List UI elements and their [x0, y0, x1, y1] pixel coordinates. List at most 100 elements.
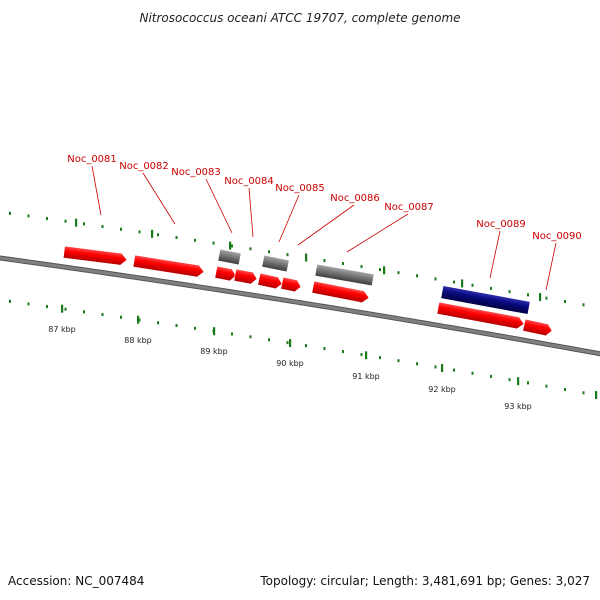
scale-tick-label: 91 kbp — [352, 372, 380, 381]
noc-0084-leader-line — [248, 187, 254, 238]
upper-row-minor-tick — [175, 235, 178, 239]
gene-noc-0085-box — [261, 254, 290, 273]
upper-row-minor-tick — [323, 259, 326, 263]
upper-row-minor-tick — [194, 238, 196, 242]
upper-row-minor-tick — [64, 219, 67, 223]
rna-noc-0089-box — [440, 285, 531, 315]
upper-row-minor-tick — [453, 280, 455, 284]
lower-row-major-tick-7 — [595, 391, 598, 400]
lower-row-minor-tick — [268, 338, 270, 342]
upper-row-minor-tick — [434, 277, 437, 281]
lower-row-minor-tick — [138, 318, 141, 322]
upper-row-major-tick-6 — [539, 293, 542, 302]
lower-row-minor-tick — [434, 365, 437, 369]
lower-row-minor-tick — [379, 356, 381, 360]
upper-row-major-tick-4 — [383, 266, 386, 275]
cds-noc-0082-arrow — [132, 254, 205, 279]
noc-0085-leader-line — [278, 194, 300, 243]
cds-noc-0083-arrow — [214, 265, 237, 283]
lower-row-minor-tick — [249, 335, 252, 339]
backbone — [0, 255, 600, 357]
upper-row-major-tick-2 — [229, 241, 232, 250]
noc-0083-label: Noc_0083 — [171, 167, 221, 178]
upper-row-minor-tick — [379, 268, 381, 272]
lower-row-minor-tick — [490, 374, 492, 378]
lower-row-minor-tick — [83, 310, 85, 314]
cds-noc-0085-arrow — [257, 272, 283, 291]
cds-noc-0087-arrow — [311, 280, 370, 305]
scale-tick-label: 93 kbp — [504, 402, 532, 411]
lower-row-minor-tick — [416, 362, 418, 366]
accession-text: Accession: NC_007484 — [8, 574, 145, 588]
cds-noc-0086-arrow — [280, 276, 302, 294]
upper-row-minor-tick — [471, 283, 474, 287]
lower-row-minor-tick — [564, 387, 566, 391]
upper-row-minor-tick — [120, 227, 122, 231]
lower-row-minor-tick — [471, 371, 474, 375]
upper-row-minor-tick — [138, 230, 141, 234]
upper-row-minor-tick — [545, 296, 548, 300]
lower-row-minor-tick — [323, 347, 326, 351]
lower-row-minor-tick — [231, 332, 233, 336]
lower-row-minor-tick — [27, 302, 30, 306]
scale-tick-label: 87 kbp — [48, 325, 76, 334]
scale-tick-label: 90 kbp — [276, 359, 304, 368]
gene-noc-0083-box — [217, 248, 242, 266]
noc-0083-leader-line — [205, 178, 233, 234]
lower-row-major-tick-3 — [289, 339, 292, 348]
upper-row-minor-tick — [508, 290, 511, 294]
noc-0084-label: Noc_0084 — [224, 176, 274, 187]
upper-row-minor-tick — [212, 241, 215, 245]
upper-row-major-tick-5 — [461, 279, 464, 288]
scale-tick-label: 89 kbp — [200, 347, 228, 356]
tick-rows — [9, 211, 598, 400]
lower-row-major-tick-4 — [365, 351, 368, 360]
noc-0085-label: Noc_0085 — [275, 183, 325, 194]
lower-row-minor-tick — [120, 315, 122, 319]
lower-row-minor-tick — [360, 353, 363, 357]
noc-0081-leader-line — [91, 165, 102, 216]
lower-row-minor-tick — [157, 321, 159, 325]
lower-row-major-tick-1 — [137, 315, 140, 324]
upper-row-minor-tick — [416, 274, 418, 278]
lower-row-minor-tick — [397, 359, 400, 363]
features — [62, 245, 553, 338]
upper-row-minor-tick — [9, 211, 11, 215]
scale-tick-label: 88 kbp — [124, 336, 152, 345]
map-title: Nitrosococcus oceani ATCC 19707, complet… — [139, 11, 460, 25]
lower-row-minor-tick — [508, 378, 511, 382]
lower-row-major-tick-0 — [61, 304, 64, 313]
scale-tick-label: 92 kbp — [428, 385, 456, 394]
noc-0089-label: Noc_0089 — [476, 219, 526, 230]
lower-row-major-tick-2 — [213, 327, 216, 336]
upper-row-major-tick-3 — [305, 253, 308, 262]
upper-row-minor-tick — [157, 233, 159, 237]
lower-row-minor-tick — [286, 341, 289, 345]
lower-row-minor-tick — [46, 305, 48, 309]
noc-0089-leader-line — [489, 230, 501, 279]
noc-0086-label: Noc_0086 — [330, 193, 380, 204]
lower-row-major-tick-5 — [441, 364, 444, 373]
upper-row-minor-tick — [249, 247, 252, 251]
upper-row-minor-tick — [397, 271, 400, 275]
gene-labels: Noc_0081Noc_0082Noc_0083Noc_0084Noc_0085… — [67, 154, 582, 242]
cds-noc-0084-arrow — [233, 268, 258, 286]
upper-row-major-tick-1 — [151, 229, 154, 238]
upper-row-major-tick-0 — [75, 218, 78, 227]
upper-row-minor-tick — [268, 250, 270, 254]
upper-row-minor-tick — [286, 253, 289, 257]
noc-0090-leader-line — [545, 242, 557, 291]
lower-row-minor-tick — [453, 368, 455, 372]
lower-row-minor-tick — [101, 313, 104, 317]
noc-0090-label: Noc_0090 — [532, 231, 582, 242]
lower-row-minor-tick — [582, 391, 585, 395]
backbone-line — [0, 256, 600, 356]
lower-row-minor-tick — [305, 344, 307, 348]
noc-0086-leader-line — [297, 204, 355, 246]
gene-noc-0086-box — [314, 263, 375, 287]
lower-row-minor-tick — [194, 326, 196, 330]
upper-row-minor-tick — [342, 262, 344, 266]
cds-noc-0089-arrow — [436, 301, 525, 331]
lower-row-minor-tick — [175, 323, 178, 327]
